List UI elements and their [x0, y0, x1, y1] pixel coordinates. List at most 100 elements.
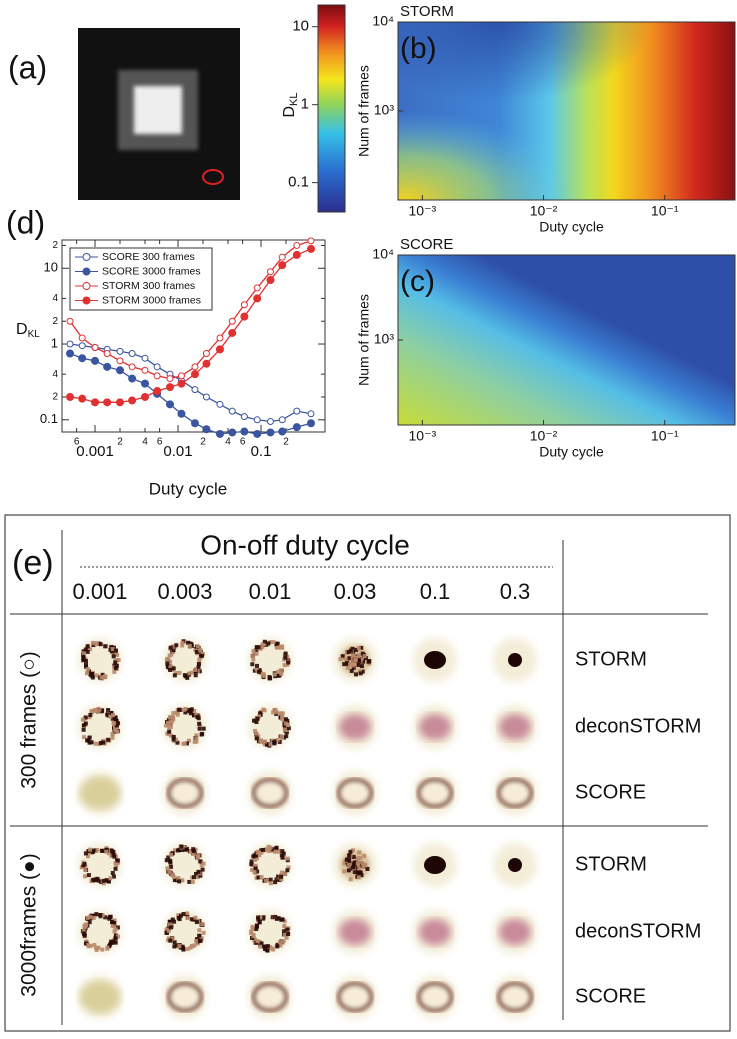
x-tick-label: 2 [283, 437, 289, 448]
speckle [164, 723, 169, 728]
speckle [115, 860, 120, 865]
speckle [185, 946, 190, 951]
speckle [251, 657, 256, 662]
data-point [278, 427, 287, 436]
speckle [197, 726, 202, 731]
colorbar: DKL [281, 4, 346, 213]
speckle [173, 671, 178, 676]
image-ring [167, 778, 203, 808]
speckle [113, 940, 118, 945]
speckle [344, 661, 349, 666]
speckle [113, 866, 118, 871]
panel-e: (e) On-off duty cycle 0.001 0.003 0.01 0.03… [4, 514, 731, 1032]
y-tick-label: 10³ [374, 102, 395, 118]
speckle [83, 647, 88, 652]
x-tick-label: 10⁻³ [409, 203, 437, 219]
legend-marker [82, 296, 91, 305]
speckle [197, 721, 202, 726]
group-label: 3000frames (●) [18, 853, 41, 996]
speckle [182, 741, 187, 746]
speckle [169, 923, 174, 928]
speckle [274, 916, 279, 921]
speckle [187, 671, 192, 676]
speckle [262, 708, 267, 713]
panel-label: (d) [6, 204, 45, 240]
speckle [81, 727, 86, 732]
speckle [193, 915, 198, 920]
speckle [263, 739, 268, 744]
speckle [197, 928, 202, 933]
data-point [66, 349, 75, 358]
speckle [186, 738, 191, 743]
speckle [87, 715, 92, 720]
speckle [177, 943, 182, 948]
speckle [262, 742, 267, 747]
speckle [359, 664, 364, 669]
speckle [172, 848, 177, 853]
speckle [274, 877, 279, 882]
x-tick-label: 10⁻¹ [651, 428, 679, 444]
speckle [262, 944, 267, 949]
speckle [172, 673, 177, 678]
speckle [359, 645, 364, 650]
row-label: SCORE [575, 985, 646, 1007]
speckle [354, 647, 359, 652]
speckle [284, 730, 289, 735]
data-point [202, 425, 211, 434]
speckle [362, 654, 367, 659]
speckle [254, 720, 259, 725]
speckle [348, 849, 353, 854]
speckle [168, 938, 173, 943]
speckle [282, 663, 287, 668]
speckle [279, 877, 284, 882]
speckle [338, 657, 343, 662]
speckle [280, 855, 285, 860]
image-dot [424, 651, 446, 669]
image-ring [417, 982, 453, 1012]
speckle [196, 661, 201, 666]
x-tick-label: 6 [157, 437, 163, 448]
speckle [110, 649, 115, 654]
speckle [281, 939, 286, 944]
speckle [346, 665, 351, 670]
data-point [153, 372, 161, 380]
speckle [200, 922, 205, 927]
table-title: On-off duty cycle [200, 529, 410, 560]
speckle [256, 669, 261, 674]
speckle [254, 645, 259, 650]
heatmap-image [398, 22, 735, 200]
speckle [278, 943, 283, 948]
speckle [194, 938, 199, 943]
speckle [256, 915, 261, 920]
speckle [179, 913, 184, 918]
speckle [277, 940, 282, 945]
speckle [171, 734, 176, 739]
speckle [272, 741, 277, 746]
speckle [113, 718, 118, 723]
speckle [83, 941, 88, 946]
image-ring [337, 982, 373, 1012]
speckle [113, 666, 118, 671]
column-header: 0.3 [500, 579, 531, 604]
speckle [171, 737, 176, 742]
speckle [255, 939, 260, 944]
speckle [164, 927, 169, 932]
data-point [116, 347, 124, 355]
speckle [362, 853, 367, 858]
data-point [215, 345, 224, 354]
speckle [268, 742, 273, 747]
data-point [177, 409, 186, 418]
speckle [89, 709, 94, 714]
speckle [85, 738, 90, 743]
data-point [228, 407, 236, 415]
image-dot [424, 856, 446, 874]
speckle [195, 875, 200, 880]
speckle [254, 923, 259, 928]
speckle [185, 916, 190, 921]
speckle [87, 920, 92, 925]
column-header: 0.1 [420, 579, 451, 604]
legend-box [69, 247, 213, 311]
speckle [344, 857, 349, 862]
data-point [91, 343, 99, 351]
speckle [168, 860, 173, 865]
